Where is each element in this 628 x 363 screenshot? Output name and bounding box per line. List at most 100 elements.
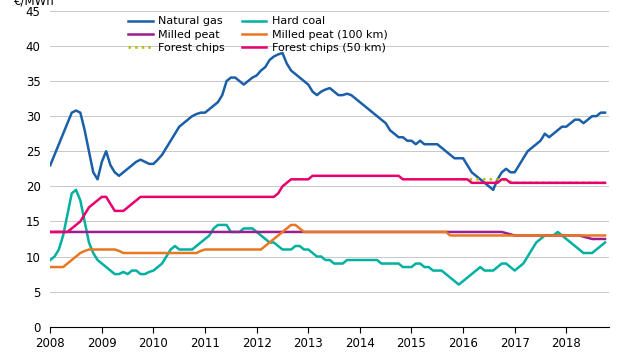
- Milled peat: [291, 230, 299, 234]
- Milled peat (100 km): [485, 233, 493, 238]
- Milled peat: [330, 230, 338, 234]
- Milled peat: [550, 233, 557, 238]
- Milled peat (100 km): [197, 249, 205, 253]
- Line: Forest chips: Forest chips: [463, 179, 605, 183]
- Line: Milled peat: Milled peat: [50, 232, 605, 239]
- Milled peat: [498, 230, 506, 234]
- Natural gas: [489, 188, 497, 192]
- Hard coal: [489, 268, 497, 273]
- Forest chips (50 km): [459, 177, 467, 182]
- Natural gas: [459, 156, 467, 160]
- Milled peat: [214, 230, 222, 234]
- Hard coal: [601, 240, 609, 245]
- Hard coal: [416, 261, 424, 266]
- Hard coal: [72, 188, 80, 192]
- Natural gas: [339, 93, 347, 97]
- Milled peat: [98, 230, 106, 234]
- Milled peat: [305, 230, 312, 234]
- Milled peat: [472, 230, 480, 234]
- Milled peat (100 km): [416, 230, 424, 234]
- Milled peat: [175, 230, 183, 234]
- Milled peat: [188, 230, 196, 234]
- Milled peat (100 km): [46, 265, 54, 269]
- Milled peat: [149, 230, 157, 234]
- Milled peat: [344, 230, 351, 234]
- Hard coal: [46, 258, 54, 262]
- Natural gas: [197, 110, 205, 115]
- Forest chips: [472, 177, 480, 182]
- Milled peat: [60, 230, 67, 234]
- Milled peat: [317, 230, 325, 234]
- Milled peat: [85, 230, 93, 234]
- Milled peat: [46, 230, 54, 234]
- Forest chips: [563, 181, 570, 185]
- Milled peat (100 km): [288, 223, 295, 227]
- Milled peat: [227, 230, 235, 234]
- Milled peat (100 km): [601, 233, 609, 238]
- Milled peat: [253, 230, 261, 234]
- Milled peat: [111, 230, 119, 234]
- Milled peat: [433, 230, 441, 234]
- Milled peat: [395, 230, 403, 234]
- Forest chips (50 km): [46, 230, 54, 234]
- Line: Forest chips (50 km): Forest chips (50 km): [50, 176, 605, 232]
- Milled peat: [575, 233, 583, 238]
- Forest chips: [588, 181, 596, 185]
- Milled peat (100 km): [339, 230, 347, 234]
- Natural gas: [46, 163, 54, 167]
- Natural gas: [485, 184, 493, 188]
- Forest chips: [575, 181, 583, 185]
- Forest chips (50 km): [197, 195, 205, 199]
- Forest chips: [498, 177, 506, 182]
- Milled peat: [459, 230, 467, 234]
- Forest chips: [485, 177, 493, 182]
- Forest chips: [459, 177, 467, 182]
- Forest chips (50 km): [339, 174, 347, 178]
- Forest chips (50 km): [485, 181, 493, 185]
- Forest chips: [524, 181, 531, 185]
- Forest chips: [511, 181, 519, 185]
- Milled peat: [485, 230, 493, 234]
- Hard coal: [455, 282, 463, 287]
- Milled peat: [163, 230, 170, 234]
- Natural gas: [279, 51, 286, 55]
- Milled peat: [279, 230, 286, 234]
- Milled peat: [124, 230, 131, 234]
- Milled peat: [72, 230, 80, 234]
- Milled peat: [408, 230, 415, 234]
- Milled peat: [537, 233, 544, 238]
- Milled peat: [447, 230, 454, 234]
- Hard coal: [288, 247, 295, 252]
- Milled peat: [563, 233, 570, 238]
- Natural gas: [601, 110, 609, 115]
- Text: €/MWh: €/MWh: [14, 0, 55, 8]
- Hard coal: [339, 261, 347, 266]
- Hard coal: [463, 276, 471, 280]
- Milled peat: [137, 230, 144, 234]
- Milled peat: [511, 233, 519, 238]
- Legend: Natural gas, Milled peat, Forest chips, Hard coal, Milled peat (100 km), Forest : Natural gas, Milled peat, Forest chips, …: [129, 16, 387, 53]
- Forest chips (50 km): [283, 181, 291, 185]
- Milled peat: [588, 237, 596, 241]
- Milled peat: [421, 230, 428, 234]
- Milled peat: [266, 230, 273, 234]
- Natural gas: [288, 68, 295, 73]
- Natural gas: [416, 139, 424, 143]
- Forest chips (50 km): [416, 177, 424, 182]
- Milled peat: [382, 230, 389, 234]
- Milled peat: [524, 233, 531, 238]
- Forest chips: [537, 181, 544, 185]
- Milled peat: [369, 230, 377, 234]
- Milled peat: [601, 237, 609, 241]
- Line: Natural gas: Natural gas: [50, 53, 605, 190]
- Milled peat: [356, 230, 364, 234]
- Forest chips (50 km): [601, 181, 609, 185]
- Milled peat (100 km): [283, 226, 291, 231]
- Milled peat: [240, 230, 247, 234]
- Line: Hard coal: Hard coal: [50, 190, 605, 285]
- Milled peat (100 km): [459, 233, 467, 238]
- Forest chips: [601, 181, 609, 185]
- Line: Milled peat (100 km): Milled peat (100 km): [50, 225, 605, 267]
- Forest chips (50 km): [309, 174, 317, 178]
- Hard coal: [202, 237, 209, 241]
